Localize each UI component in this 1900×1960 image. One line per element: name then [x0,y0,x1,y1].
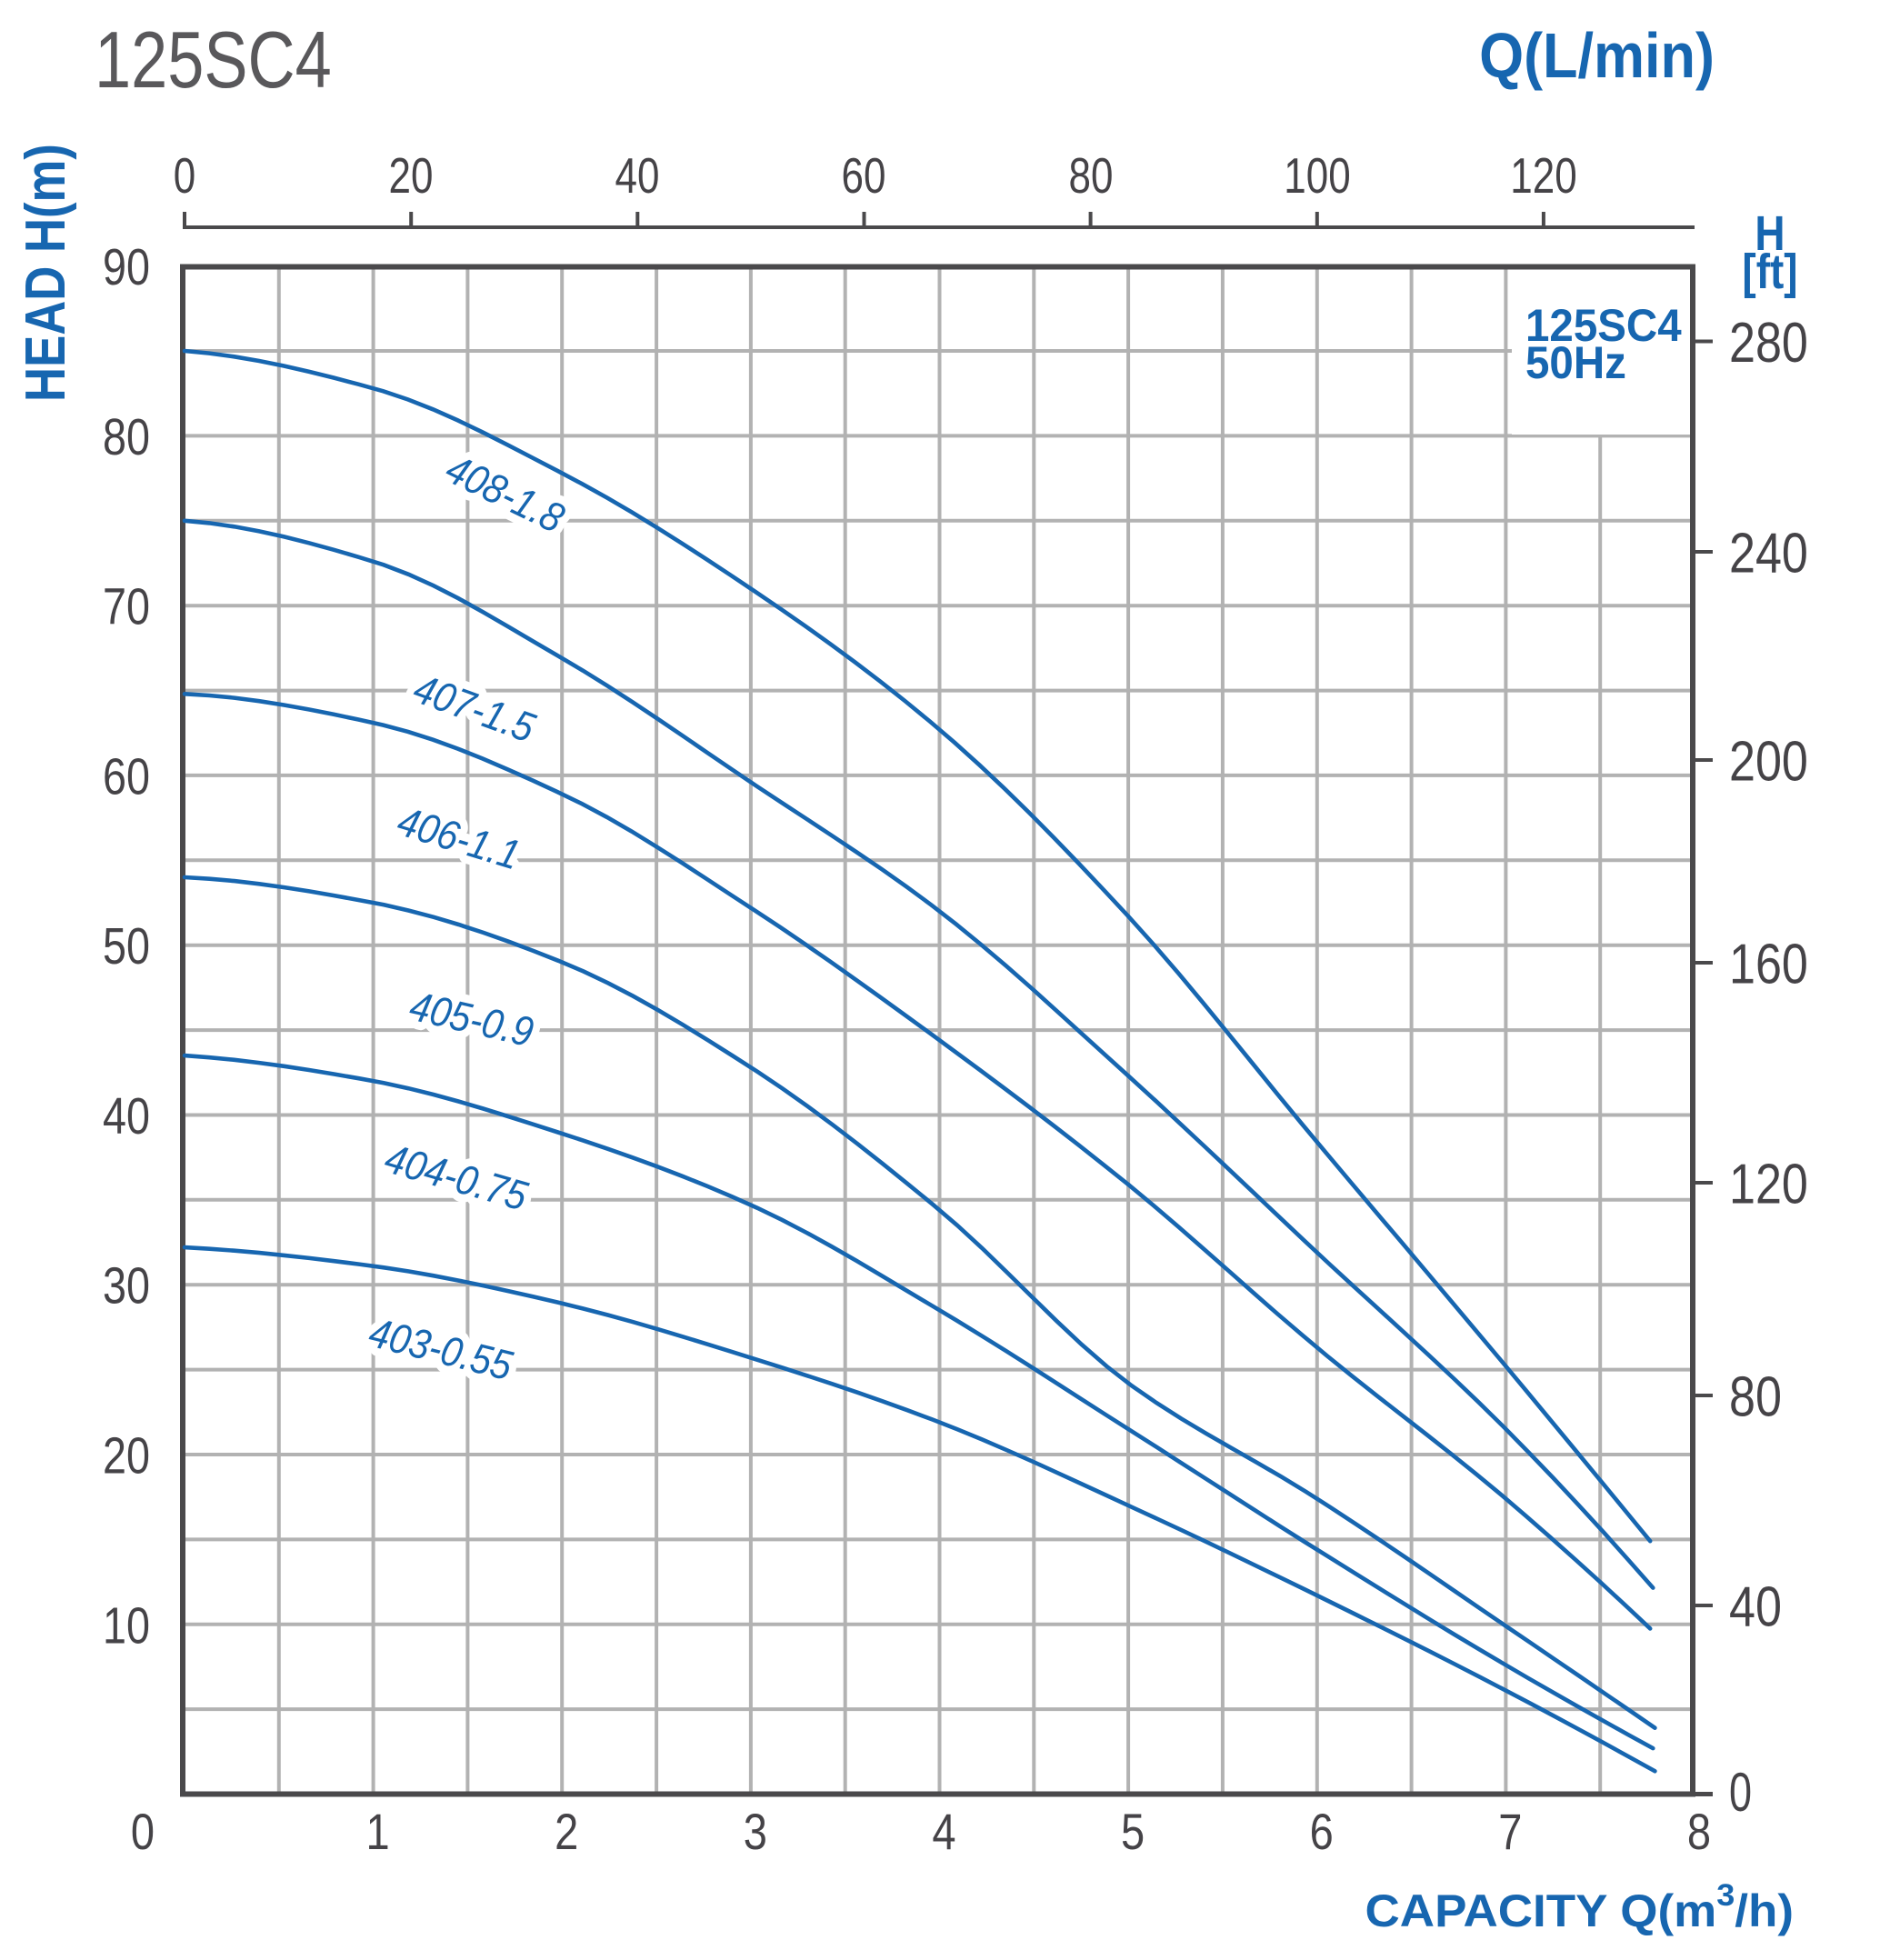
svg-text:[ft]: [ft] [1742,245,1797,299]
svg-text:240: 240 [1729,522,1808,585]
svg-text:120: 120 [1729,1153,1808,1215]
svg-text:80: 80 [1729,1365,1782,1428]
svg-text:280: 280 [1729,312,1808,375]
svg-text:60: 60 [103,748,150,805]
svg-text:30: 30 [103,1257,150,1315]
svg-text:3: 3 [744,1803,767,1860]
svg-text:40: 40 [1729,1575,1782,1638]
svg-text:6: 6 [1310,1803,1334,1860]
svg-text:90: 90 [103,239,150,296]
svg-text:H: H [1755,206,1785,261]
svg-text:20: 20 [389,147,434,204]
svg-text:50Hz: 50Hz [1525,338,1626,388]
svg-text:160: 160 [1729,933,1808,995]
svg-text:4: 4 [932,1803,955,1860]
svg-text:5: 5 [1121,1803,1145,1860]
svg-text:Q(L/min): Q(L/min) [1479,21,1715,92]
svg-text:40: 40 [615,147,660,204]
svg-text:0: 0 [1729,1763,1752,1824]
svg-text:70: 70 [103,578,150,635]
svg-text:120: 120 [1510,147,1576,204]
svg-text:8: 8 [1687,1803,1711,1860]
svg-text:80: 80 [103,409,150,466]
svg-text:1: 1 [366,1803,390,1860]
svg-text:2: 2 [555,1803,578,1860]
svg-text:80: 80 [1069,147,1114,204]
svg-text:7: 7 [1498,1803,1522,1860]
svg-text:100: 100 [1284,147,1350,204]
svg-text:20: 20 [103,1427,150,1485]
svg-text:0: 0 [131,1803,155,1860]
svg-text:50: 50 [103,918,150,975]
svg-text:HEAD H(m): HEAD H(m) [15,144,77,402]
svg-text:200: 200 [1729,730,1808,793]
svg-text:125SC4: 125SC4 [1525,301,1682,351]
svg-text:10: 10 [103,1597,150,1655]
svg-text:40: 40 [103,1088,150,1145]
svg-text:125SC4: 125SC4 [95,15,332,105]
svg-text:60: 60 [842,147,886,204]
svg-text:0: 0 [174,147,195,204]
